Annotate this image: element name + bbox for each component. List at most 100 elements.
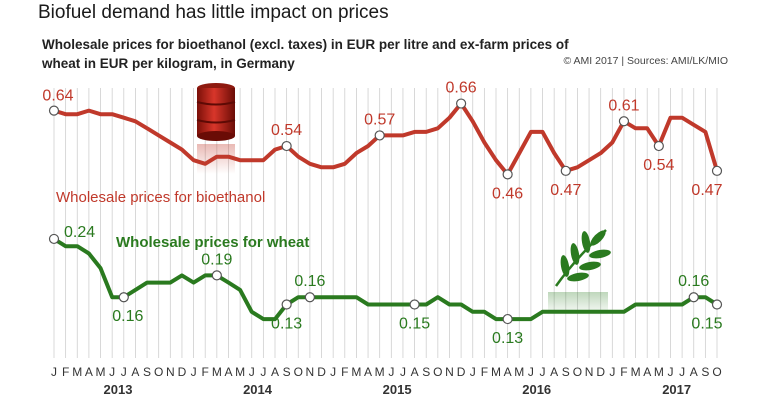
wheat-data-label: 0.16	[294, 273, 325, 290]
month-tick-label: M	[351, 365, 361, 379]
month-tick-label: M	[654, 365, 664, 379]
month-tick-label: A	[690, 365, 698, 379]
bioethanol-data-label: 0.54	[643, 157, 674, 174]
bioethanol-data-point	[48, 105, 60, 116]
wheat-data-point	[409, 299, 420, 310]
wheat-data-label: 0.19	[201, 251, 232, 268]
month-tick-label: A	[411, 365, 419, 379]
month-tick-label: A	[224, 365, 232, 379]
month-tick-label: J	[121, 365, 127, 379]
month-tick-label: J	[260, 365, 266, 379]
month-tick-label: D	[457, 365, 466, 379]
chart-subtitle: Wholesale prices for bioethanol (excl. t…	[42, 35, 642, 73]
oil-barrel-icon	[196, 83, 236, 174]
wheat-data-point	[48, 233, 60, 245]
month-tick-label: M	[375, 365, 385, 379]
month-tick-label: O	[433, 365, 442, 379]
month-tick-label: M	[72, 365, 82, 379]
month-tick-label: J	[470, 365, 476, 379]
month-tick-label: J	[388, 365, 394, 379]
month-tick-label: D	[317, 365, 326, 379]
month-tick-label: A	[364, 365, 372, 379]
month-tick-label: N	[166, 365, 175, 379]
wheat-series-line	[52, 236, 719, 322]
bioethanol-data-point	[618, 116, 630, 127]
wheat-data-label: 0.15	[399, 316, 430, 333]
wheat-data-label: 0.15	[691, 316, 722, 333]
wheat-data-point	[688, 292, 699, 303]
month-tick-label: F	[481, 365, 488, 379]
month-tick-label: J	[540, 365, 546, 379]
bioethanol-data-label: 0.47	[550, 182, 581, 199]
wheat-data-label: 0.13	[492, 330, 523, 347]
wheat-data-point	[502, 313, 513, 325]
month-tick-label: J	[51, 365, 57, 379]
wheat-ear-icon	[548, 229, 611, 316]
subtitle-line-1: Wholesale prices for bioethanol (excl. t…	[42, 37, 569, 52]
headline: Biofuel demand has little impact on pric…	[38, 2, 389, 23]
bioethanol-data-point	[374, 130, 385, 141]
wheat-data-label: 0.13	[271, 316, 302, 333]
month-tick-label: J	[679, 365, 685, 379]
month-tick-label: M	[212, 365, 222, 379]
month-tick-label: J	[109, 365, 115, 379]
month-tick-label: F	[620, 365, 627, 379]
month-tick-label: N	[306, 365, 315, 379]
month-tick-label: F	[341, 365, 348, 379]
bioethanol-data-label: 0.57	[364, 111, 395, 128]
bioethanol-data-label: 0.66	[446, 80, 477, 97]
month-tick-label: J	[528, 365, 534, 379]
month-tick-label: F	[62, 365, 69, 379]
year-tick-label: 2015	[383, 382, 412, 397]
month-tick-label: N	[585, 365, 594, 379]
month-tick-label: O	[154, 365, 163, 379]
bioethanol-data-point	[281, 140, 292, 152]
wheat-data-label: 0.24	[64, 224, 95, 241]
month-tick-label: J	[400, 365, 406, 379]
month-tick-label: S	[283, 365, 291, 379]
month-tick-label: A	[504, 365, 512, 379]
year-tick-label: 2016	[522, 382, 551, 397]
chart-gridlines	[53, 88, 718, 358]
bioethanol-data-label: 0.61	[608, 97, 639, 114]
year-tick-label: 2014	[243, 382, 273, 397]
wheat-data-point	[211, 270, 222, 281]
month-tick-label: J	[249, 365, 255, 379]
wheat-data-point	[281, 299, 292, 310]
month-tick-label: A	[85, 365, 93, 379]
month-tick-label: O	[294, 365, 303, 379]
month-tick-label: S	[143, 365, 151, 379]
bioethanol-data-point	[560, 165, 571, 176]
subtitle-line-2: wheat in EUR per kilogram, in Germany	[42, 56, 295, 71]
bioethanol-data-point	[711, 165, 723, 176]
month-tick-label: F	[202, 365, 209, 379]
bioethanol-data-point	[456, 98, 467, 109]
year-tick-label: 2017	[662, 382, 691, 397]
source-note: © AMI 2017 | Sources: AMI/LK/MIO	[563, 55, 728, 67]
month-tick-label: D	[178, 365, 187, 379]
month-tick-label: A	[271, 365, 279, 379]
month-tick-label: J	[330, 365, 336, 379]
wheat-data-point	[118, 292, 129, 303]
wheat-data-label: 0.16	[112, 308, 143, 325]
wheat-series-label: Wholesale prices for wheat	[116, 234, 309, 251]
month-tick-label: A	[550, 365, 558, 379]
bioethanol-series-line	[52, 101, 719, 177]
month-tick-label: O	[573, 365, 582, 379]
month-tick-label: O	[712, 365, 721, 379]
wheat-data-label: 0.16	[678, 273, 709, 290]
month-tick-label: A	[131, 365, 139, 379]
month-tick-label: A	[643, 365, 651, 379]
bioethanol-data-label: 0.46	[492, 185, 523, 202]
month-tick-label: S	[422, 365, 430, 379]
month-tick-label: J	[191, 365, 197, 379]
bioethanol-data-label: 0.54	[271, 122, 302, 139]
series-layer: 0.64 0.54 0.57 0.66 0.46 0.47 0.61 0.54 0.47 0.24…	[42, 80, 722, 348]
month-tick-label: J	[609, 365, 615, 379]
year-tick-label: 2013	[104, 382, 133, 397]
month-tick-label: M	[514, 365, 524, 379]
bioethanol-data-label: 0.47	[691, 182, 722, 199]
month-tick-label: M	[96, 365, 106, 379]
